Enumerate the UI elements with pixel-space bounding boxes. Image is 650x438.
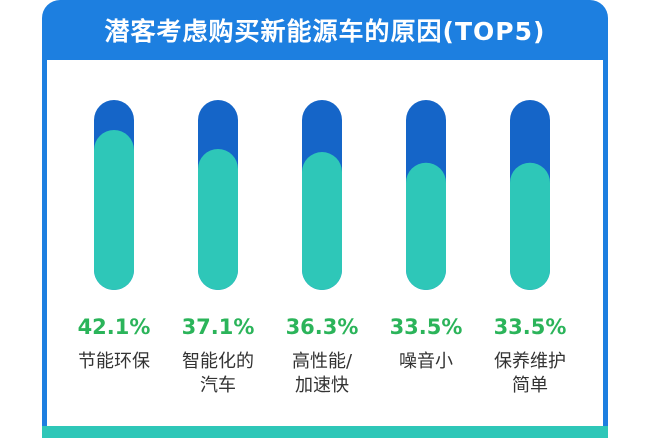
bottom-strip — [42, 426, 608, 438]
category-label-5: 保养维护 简单 — [475, 350, 585, 398]
category-label-line: 噪音小 — [399, 351, 453, 372]
category-label-line: 高性能/ — [291, 351, 353, 372]
value-label-4: 33.5% — [389, 315, 463, 339]
category-label-line: 保养维护 — [494, 351, 566, 372]
bar-2 — [198, 149, 238, 290]
category-label-line: 智能化的 — [182, 351, 254, 372]
value-label-2: 37.1% — [181, 315, 255, 339]
chart-title: 潜客考虑购买新能源车的原因(TOP5) — [104, 17, 546, 46]
category-label-2: 智能化的 汽车 — [163, 350, 273, 398]
bar-4 — [406, 162, 446, 290]
category-label-line: 汽车 — [200, 375, 236, 396]
bar-5 — [510, 162, 550, 290]
category-label-line: 简单 — [512, 375, 548, 396]
bar-3 — [302, 152, 342, 290]
bar-1 — [94, 130, 134, 290]
category-label-1: 节能环保 — [59, 350, 169, 374]
category-label-4: 噪音小 — [371, 350, 481, 374]
value-label-5: 33.5% — [493, 315, 567, 339]
value-label-3: 36.3% — [285, 315, 359, 339]
category-label-3: 高性能/加速快 — [267, 350, 377, 398]
category-label-line: 加速快 — [295, 375, 349, 396]
category-label-line: 节能环保 — [78, 351, 150, 372]
value-label-1: 42.1% — [77, 315, 151, 339]
